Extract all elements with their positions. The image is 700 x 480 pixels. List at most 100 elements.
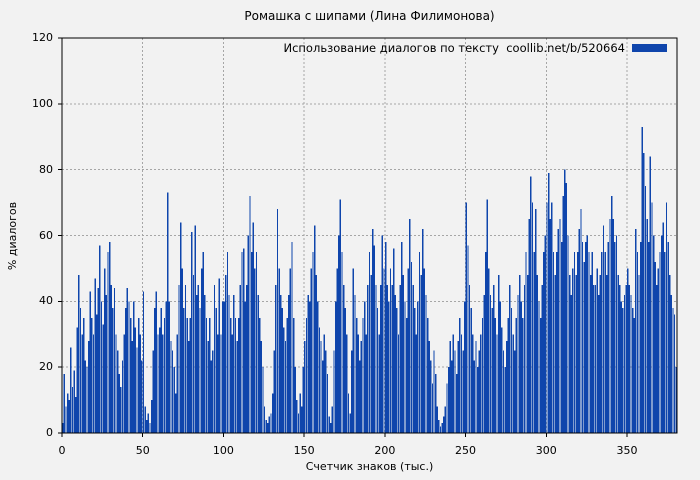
bar [441, 423, 443, 434]
bar [97, 288, 99, 433]
bar [268, 416, 271, 433]
bar [229, 317, 232, 433]
bar [233, 294, 235, 433]
bar [296, 400, 298, 433]
bar [530, 176, 532, 433]
bar [360, 340, 363, 433]
bar [638, 275, 640, 433]
bar [559, 219, 561, 433]
bar [341, 251, 343, 433]
bar [234, 317, 237, 433]
bar [665, 202, 668, 433]
bar [154, 307, 156, 433]
bar [259, 317, 261, 433]
bar [422, 228, 424, 433]
bar [636, 251, 639, 433]
bar [480, 334, 482, 433]
bar [204, 294, 206, 433]
bar [359, 360, 361, 433]
bar [485, 251, 487, 433]
bar [628, 284, 631, 434]
bar [368, 251, 371, 433]
bar [639, 242, 642, 433]
bar [464, 301, 466, 433]
bar [643, 153, 645, 433]
bar [221, 301, 224, 433]
bar [501, 327, 503, 433]
bar [367, 284, 369, 434]
bar [207, 340, 209, 433]
bar [528, 219, 530, 433]
bar [325, 350, 327, 433]
bar [121, 360, 124, 433]
bar [196, 294, 198, 433]
bar [139, 334, 141, 433]
bar [265, 419, 267, 433]
bar [617, 275, 619, 433]
bar [614, 242, 616, 433]
bar [342, 284, 345, 434]
bar [79, 307, 82, 433]
bar [578, 228, 581, 433]
bar [118, 373, 120, 433]
bar [620, 301, 622, 433]
bar [457, 340, 459, 433]
bar [641, 126, 643, 434]
bar [96, 314, 98, 433]
bar [499, 301, 501, 433]
bar [288, 294, 290, 433]
bar [194, 225, 196, 434]
bar [570, 294, 572, 433]
bar [192, 275, 195, 433]
bar [533, 251, 535, 433]
bar [223, 301, 225, 433]
bar [87, 340, 90, 433]
bar [183, 307, 185, 433]
bar [517, 294, 519, 433]
bar [488, 268, 490, 433]
bar [238, 317, 240, 433]
bar [228, 294, 230, 433]
y-tick-label: 80 [39, 162, 53, 176]
bar [607, 242, 610, 433]
bar [141, 360, 143, 433]
bar [525, 251, 527, 433]
bar [175, 393, 177, 433]
bar [171, 350, 174, 433]
bar [247, 235, 250, 433]
bar [388, 301, 390, 433]
bar [84, 360, 87, 433]
bar [656, 284, 658, 434]
bar [618, 284, 621, 434]
bar [601, 251, 603, 433]
bar [66, 393, 69, 433]
bar [509, 284, 511, 434]
bar [468, 284, 471, 434]
bar [433, 350, 435, 433]
bar [381, 235, 384, 433]
bar [199, 307, 201, 433]
bar [305, 317, 308, 433]
bar [217, 334, 219, 433]
bar [102, 324, 104, 434]
bar [404, 301, 406, 433]
bar [176, 334, 179, 433]
bar [165, 301, 167, 433]
bar [179, 222, 182, 433]
bar [402, 275, 405, 433]
bar [473, 360, 476, 433]
bar [62, 423, 64, 434]
y-tick-label: 100 [32, 96, 53, 110]
bar [547, 172, 550, 433]
bar [83, 317, 85, 433]
bar [664, 251, 666, 433]
bar [465, 202, 468, 433]
bar [152, 350, 154, 433]
bar [89, 291, 91, 433]
bar [191, 232, 193, 433]
bar [455, 373, 458, 433]
bar [431, 383, 434, 434]
bar [630, 294, 632, 433]
x-tick-label: 0 [58, 444, 66, 457]
bar [380, 284, 382, 434]
